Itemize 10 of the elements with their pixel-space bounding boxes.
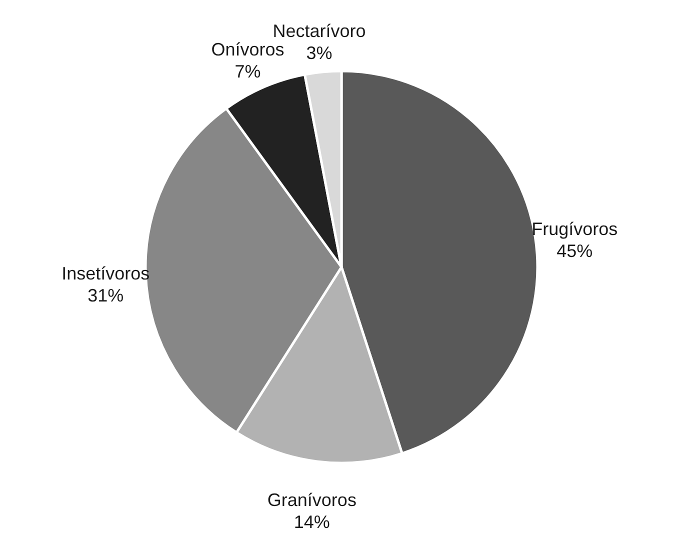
slice-label: Insetívoros bbox=[62, 263, 150, 284]
data-label: 3% bbox=[306, 43, 332, 64]
data-label: 31% bbox=[88, 285, 124, 306]
slice-label: Nectarívoro bbox=[272, 21, 366, 42]
slice-label: Frugívoros bbox=[532, 219, 618, 240]
slice-label: Granívoros bbox=[267, 490, 356, 510]
data-label: 14% bbox=[294, 512, 330, 532]
data-label: 45% bbox=[556, 241, 593, 262]
slice-label: Onívoros bbox=[211, 39, 284, 60]
data-label: 7% bbox=[234, 61, 261, 82]
